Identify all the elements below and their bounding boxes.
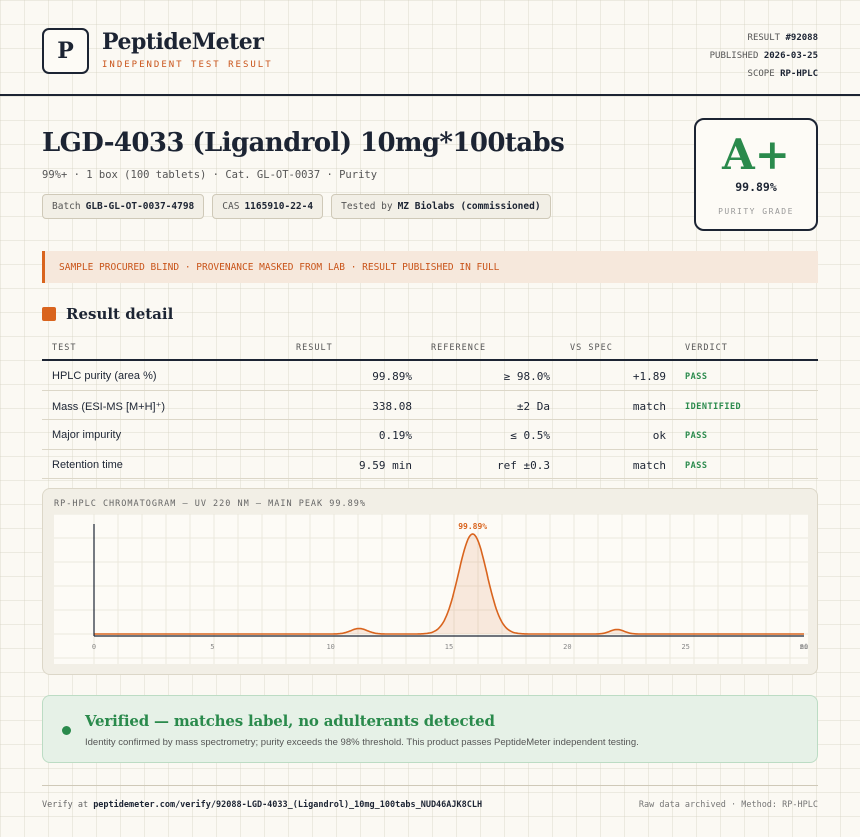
cell-test: HPLC purity (area %) — [52, 370, 157, 382]
chart-plot-area — [54, 514, 808, 664]
grade-label: PURITY GRADE — [718, 207, 794, 216]
published-label: PUBLISHED — [709, 51, 759, 61]
table-row: Retention time 9.59 min ref ±0.3 match P… — [42, 450, 818, 479]
purity-grade-card: A+ 99.89% PURITY GRADE — [694, 118, 818, 231]
verified-panel: Verified — matches label, no adulterants… — [42, 695, 818, 763]
scope-value: RP-HPLC — [780, 69, 818, 79]
x-tick-label: 15 — [445, 643, 453, 651]
product-subline: 99%+ · 1 box (100 tablets) · Cat. GL-OT-… — [42, 169, 378, 181]
peak-annotation: 99.89% — [458, 522, 487, 531]
chip-label: CAS — [222, 201, 240, 212]
table-row: Mass (ESI-MS [M+H]⁺) 338.08 ±2 Da match … — [42, 391, 818, 420]
table-row: HPLC purity (area %) 99.89% ≥ 98.0% +1.8… — [42, 361, 818, 391]
x-tick-label: 10 — [326, 643, 334, 651]
x-tick-label: 5 — [210, 643, 214, 651]
cell-test: Major impurity — [52, 429, 122, 441]
cell-vs-spec: ok — [652, 429, 666, 442]
chip-label: Tested by — [341, 201, 393, 212]
scope-label: SCOPE — [747, 69, 775, 79]
footer-method: Raw data archived · Method: RP-HPLC — [638, 800, 818, 810]
col-test: TEST — [52, 343, 77, 353]
cell-result: 99.89% — [372, 370, 412, 383]
grade-letter: A+ — [722, 130, 790, 179]
verify-link[interactable]: peptidemeter.com/verify/92088-LGD-4033_(… — [93, 800, 483, 810]
chart-title: RP-HPLC CHROMATOGRAM — UV 220 NM — MAIN … — [54, 499, 366, 509]
chromatogram-chart: 0 5 10 15 20 25 30min 99.89% — [54, 514, 808, 664]
section-marker — [42, 307, 56, 321]
col-vs-spec: VS SPEC — [570, 343, 613, 353]
cell-test: Mass (ESI-MS [M+H]⁺) — [52, 400, 166, 413]
brand-tagline: INDEPENDENT TEST RESULT — [102, 60, 273, 70]
batch-chip: Batch GLB-GL-OT-0037-4798 — [42, 194, 205, 219]
cell-reference: ≥ 98.0% — [503, 370, 550, 383]
cell-verdict: PASS — [685, 460, 708, 471]
cell-verdict: PASS — [685, 372, 708, 382]
verified-detail: Identity confirmed by mass spectrometry;… — [85, 737, 639, 748]
x-unit-label: min — [800, 643, 808, 651]
product-chips: Batch GLB-GL-OT-0037-4798 CAS 1165910-22-4… — [42, 194, 551, 219]
provenance-banner: SAMPLE PROCURED BLIND · PROVENANCE MASKE… — [42, 251, 818, 283]
result-detail-heading: Result detail — [42, 305, 173, 323]
product-title: LGD-4033 (Ligandrol) 10mg*100tabs — [42, 128, 565, 158]
cell-vs-spec: match — [632, 399, 666, 413]
chip-label: Batch — [52, 201, 81, 212]
x-tick-label: 20 — [563, 643, 571, 651]
table-header: TEST RESULT REFERENCE VS SPEC VERDICT — [42, 338, 818, 361]
x-tick-label: 25 — [681, 643, 689, 651]
cell-result: 0.19% — [378, 429, 412, 442]
verify-prefix: Verify at — [42, 800, 89, 810]
grade-value: 99.89% — [735, 180, 777, 194]
logo-mark: P — [42, 28, 89, 74]
chromatogram-card: RP-HPLC CHROMATOGRAM — UV 220 NM — MAIN … — [42, 488, 818, 675]
chip-value: 1165910-22-4 — [244, 201, 314, 212]
verified-headline: Verified — matches label, no adulterants… — [85, 712, 495, 730]
x-tick-label: 0 — [92, 643, 96, 651]
cell-verdict: PASS — [685, 431, 708, 441]
cell-test: Retention time — [52, 458, 123, 471]
verified-status-dot — [62, 726, 71, 735]
cell-result: 338.08 — [372, 399, 412, 413]
x-tick-label: 30 — [800, 643, 808, 651]
footer-verify: Verify at peptidemeter.com/verify/92088-… — [42, 800, 482, 810]
cell-result: 9.59 min — [359, 458, 412, 472]
result-table: TEST RESULT REFERENCE VS SPEC VERDICT HP… — [42, 338, 818, 479]
report-header: P PeptideMeter INDEPENDENT TEST RESULT R… — [0, 0, 860, 96]
chromatogram-line — [94, 533, 804, 635]
chip-value: GLB-GL-OT-0037-4798 — [85, 201, 195, 212]
col-result: RESULT — [296, 343, 333, 353]
footer-divider — [42, 785, 818, 786]
cell-reference: ≤ 0.5% — [510, 429, 550, 442]
logo-letter: P — [57, 38, 74, 64]
result-number: #92088 — [785, 33, 818, 43]
cell-reference: ref ±0.3 — [497, 458, 550, 472]
cell-verdict: IDENTIFIED — [685, 401, 742, 412]
brand-name: PeptideMeter — [102, 29, 264, 55]
section-title: Result detail — [66, 305, 174, 323]
cell-vs-spec: +1.89 — [632, 370, 666, 383]
table-row: Major impurity 0.19% ≤ 0.5% ok PASS — [42, 420, 818, 450]
published-date: 2026-03-25 — [763, 51, 818, 61]
cell-vs-spec: match — [632, 458, 666, 472]
col-verdict: VERDICT — [685, 343, 728, 353]
result-label: RESULT — [747, 33, 781, 43]
chromatogram-area — [94, 534, 804, 634]
tested-by-chip: Tested by MZ Biolabs (commissioned) — [331, 194, 551, 219]
cell-reference: ±2 Da — [516, 399, 550, 413]
report-meta: RESULT #92088 PUBLISHED 2026-03-25 SCOPE… — [710, 29, 818, 83]
cas-chip: CAS 1165910-22-4 — [212, 194, 324, 219]
col-reference: REFERENCE — [431, 343, 487, 353]
chip-value: MZ Biolabs (commissioned) — [397, 201, 541, 212]
